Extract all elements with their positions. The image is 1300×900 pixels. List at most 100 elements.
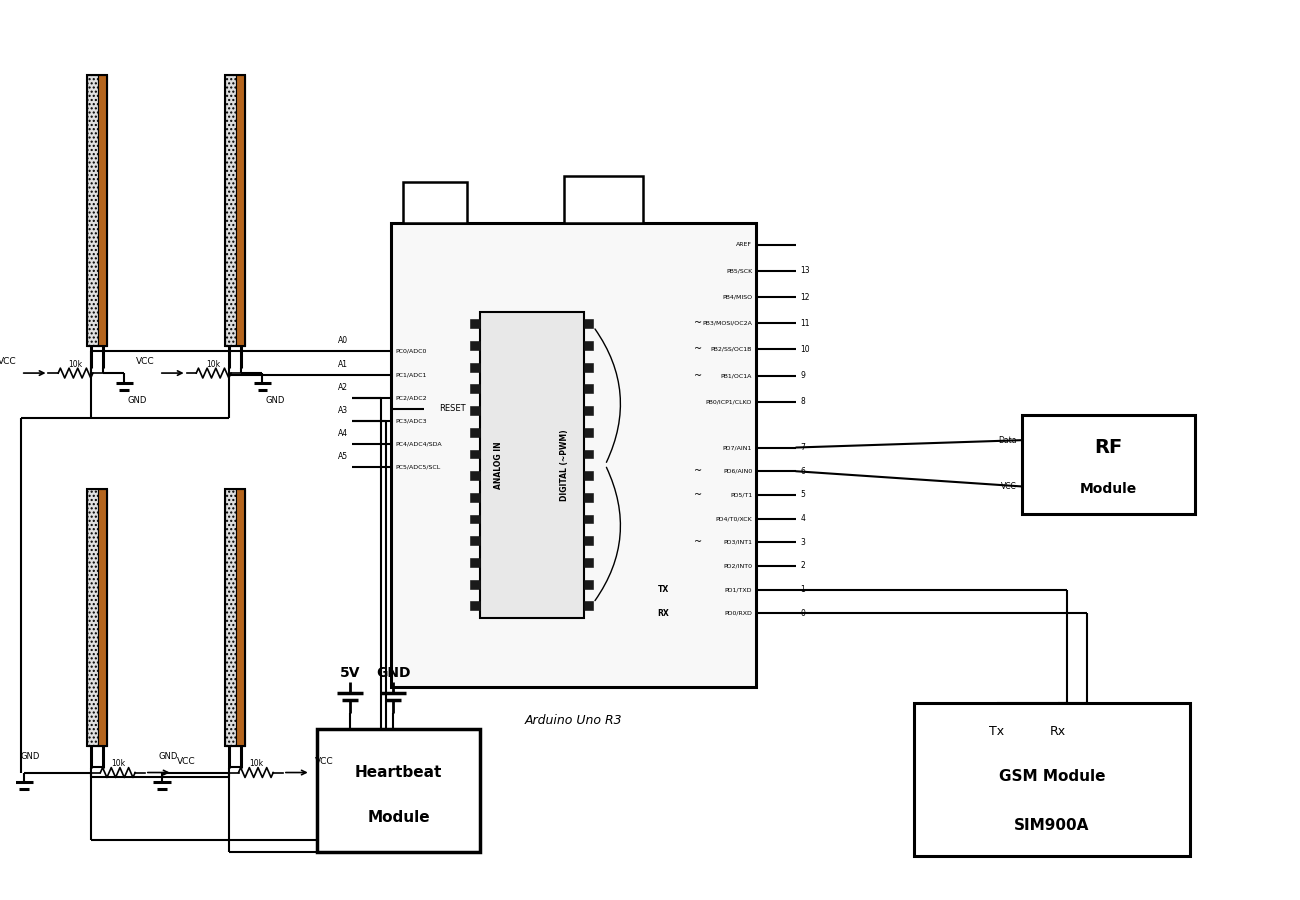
- Text: Module: Module: [1080, 482, 1138, 497]
- Text: A4: A4: [338, 429, 348, 438]
- Text: PC2/ADC2: PC2/ADC2: [395, 395, 426, 400]
- Text: A5: A5: [338, 453, 348, 462]
- Bar: [87, 76, 99, 346]
- Bar: [480, 312, 584, 617]
- Text: PD6/AIN0: PD6/AIN0: [723, 469, 753, 473]
- Bar: [237, 490, 246, 746]
- Bar: [471, 472, 480, 480]
- Bar: [471, 363, 480, 372]
- Text: PC1/ADC1: PC1/ADC1: [395, 372, 426, 377]
- Text: Module: Module: [368, 810, 430, 825]
- Text: 10: 10: [801, 345, 810, 354]
- Text: PD5/T1: PD5/T1: [729, 492, 753, 498]
- Text: GND: GND: [127, 396, 147, 405]
- Text: GND: GND: [265, 396, 285, 405]
- Text: ~: ~: [694, 345, 702, 355]
- Bar: [471, 384, 480, 393]
- Bar: [317, 729, 480, 852]
- Text: Tx: Tx: [989, 724, 1005, 737]
- Bar: [87, 76, 107, 346]
- Bar: [584, 472, 593, 480]
- Text: PD1/TXD: PD1/TXD: [724, 587, 753, 592]
- Text: ~: ~: [694, 371, 702, 381]
- Bar: [471, 515, 480, 524]
- Text: 3: 3: [801, 537, 806, 546]
- Text: SIM900A: SIM900A: [1014, 818, 1089, 833]
- Text: RF: RF: [1095, 437, 1123, 456]
- Text: GND: GND: [21, 752, 40, 760]
- Bar: [584, 363, 593, 372]
- Text: 10k: 10k: [207, 360, 221, 369]
- Text: ANALOG IN: ANALOG IN: [494, 441, 503, 489]
- Text: 12: 12: [801, 292, 810, 302]
- Text: GND: GND: [159, 752, 178, 760]
- Text: 11: 11: [801, 319, 810, 328]
- Text: GND: GND: [376, 666, 411, 680]
- Bar: [584, 320, 593, 328]
- Bar: [584, 580, 593, 589]
- Bar: [99, 76, 107, 346]
- Text: PD3/INT1: PD3/INT1: [723, 540, 753, 544]
- Text: VCC: VCC: [1001, 482, 1017, 491]
- Bar: [471, 320, 480, 328]
- Text: VCC: VCC: [315, 757, 333, 766]
- Text: PB4/MISO: PB4/MISO: [722, 294, 753, 300]
- Bar: [471, 580, 480, 589]
- Bar: [471, 558, 480, 567]
- Text: PD2/INT0: PD2/INT0: [723, 563, 753, 569]
- Bar: [471, 449, 480, 458]
- Text: PC4/ADC4/SDA: PC4/ADC4/SDA: [395, 442, 442, 446]
- Bar: [584, 515, 593, 524]
- Text: ~: ~: [694, 319, 702, 328]
- Bar: [1022, 416, 1195, 514]
- Bar: [87, 490, 99, 746]
- Text: PB1/OC1A: PB1/OC1A: [720, 373, 753, 378]
- Text: 5: 5: [801, 491, 806, 500]
- Bar: [584, 449, 593, 458]
- Text: Heartbeat: Heartbeat: [355, 765, 442, 779]
- Text: RESET: RESET: [439, 404, 465, 413]
- Text: PD0/RXD: PD0/RXD: [724, 611, 753, 616]
- Text: PD4/T0/XCK: PD4/T0/XCK: [715, 516, 753, 521]
- Text: 9: 9: [801, 371, 806, 380]
- Text: 10k: 10k: [111, 760, 125, 769]
- Text: Data: Data: [998, 436, 1017, 445]
- Bar: [471, 406, 480, 415]
- Text: PB3/MOSI/OC2A: PB3/MOSI/OC2A: [702, 320, 753, 326]
- Bar: [584, 601, 593, 610]
- Text: RX: RX: [658, 608, 670, 617]
- Text: 10k: 10k: [69, 360, 83, 369]
- Text: ~: ~: [694, 466, 702, 476]
- Bar: [99, 490, 107, 746]
- Bar: [564, 176, 642, 223]
- Text: 0: 0: [801, 608, 806, 617]
- Bar: [584, 493, 593, 502]
- Text: PB5/SCK: PB5/SCK: [725, 268, 753, 274]
- Bar: [584, 406, 593, 415]
- Text: VCC: VCC: [177, 757, 195, 766]
- Text: Rx: Rx: [1049, 724, 1066, 737]
- Text: A2: A2: [338, 382, 348, 392]
- Text: AREF: AREF: [736, 242, 753, 248]
- Bar: [584, 536, 593, 545]
- Text: 6: 6: [801, 467, 806, 476]
- Bar: [225, 490, 237, 746]
- Text: Arduino Uno R3: Arduino Uno R3: [525, 715, 623, 727]
- Text: A1: A1: [338, 360, 348, 369]
- Text: 1: 1: [801, 585, 805, 594]
- Bar: [471, 601, 480, 610]
- Text: GSM Module: GSM Module: [998, 770, 1105, 785]
- Bar: [225, 490, 246, 746]
- Bar: [391, 223, 757, 687]
- Text: 13: 13: [801, 266, 810, 275]
- Bar: [471, 341, 480, 350]
- Text: VCC: VCC: [136, 357, 155, 366]
- Bar: [225, 76, 237, 346]
- Text: A0: A0: [338, 337, 348, 346]
- Text: PC3/ADC3: PC3/ADC3: [395, 418, 426, 423]
- Text: 5V: 5V: [339, 666, 360, 680]
- Bar: [403, 182, 467, 223]
- Bar: [584, 341, 593, 350]
- Text: TX: TX: [658, 585, 670, 594]
- Text: ~: ~: [694, 537, 702, 547]
